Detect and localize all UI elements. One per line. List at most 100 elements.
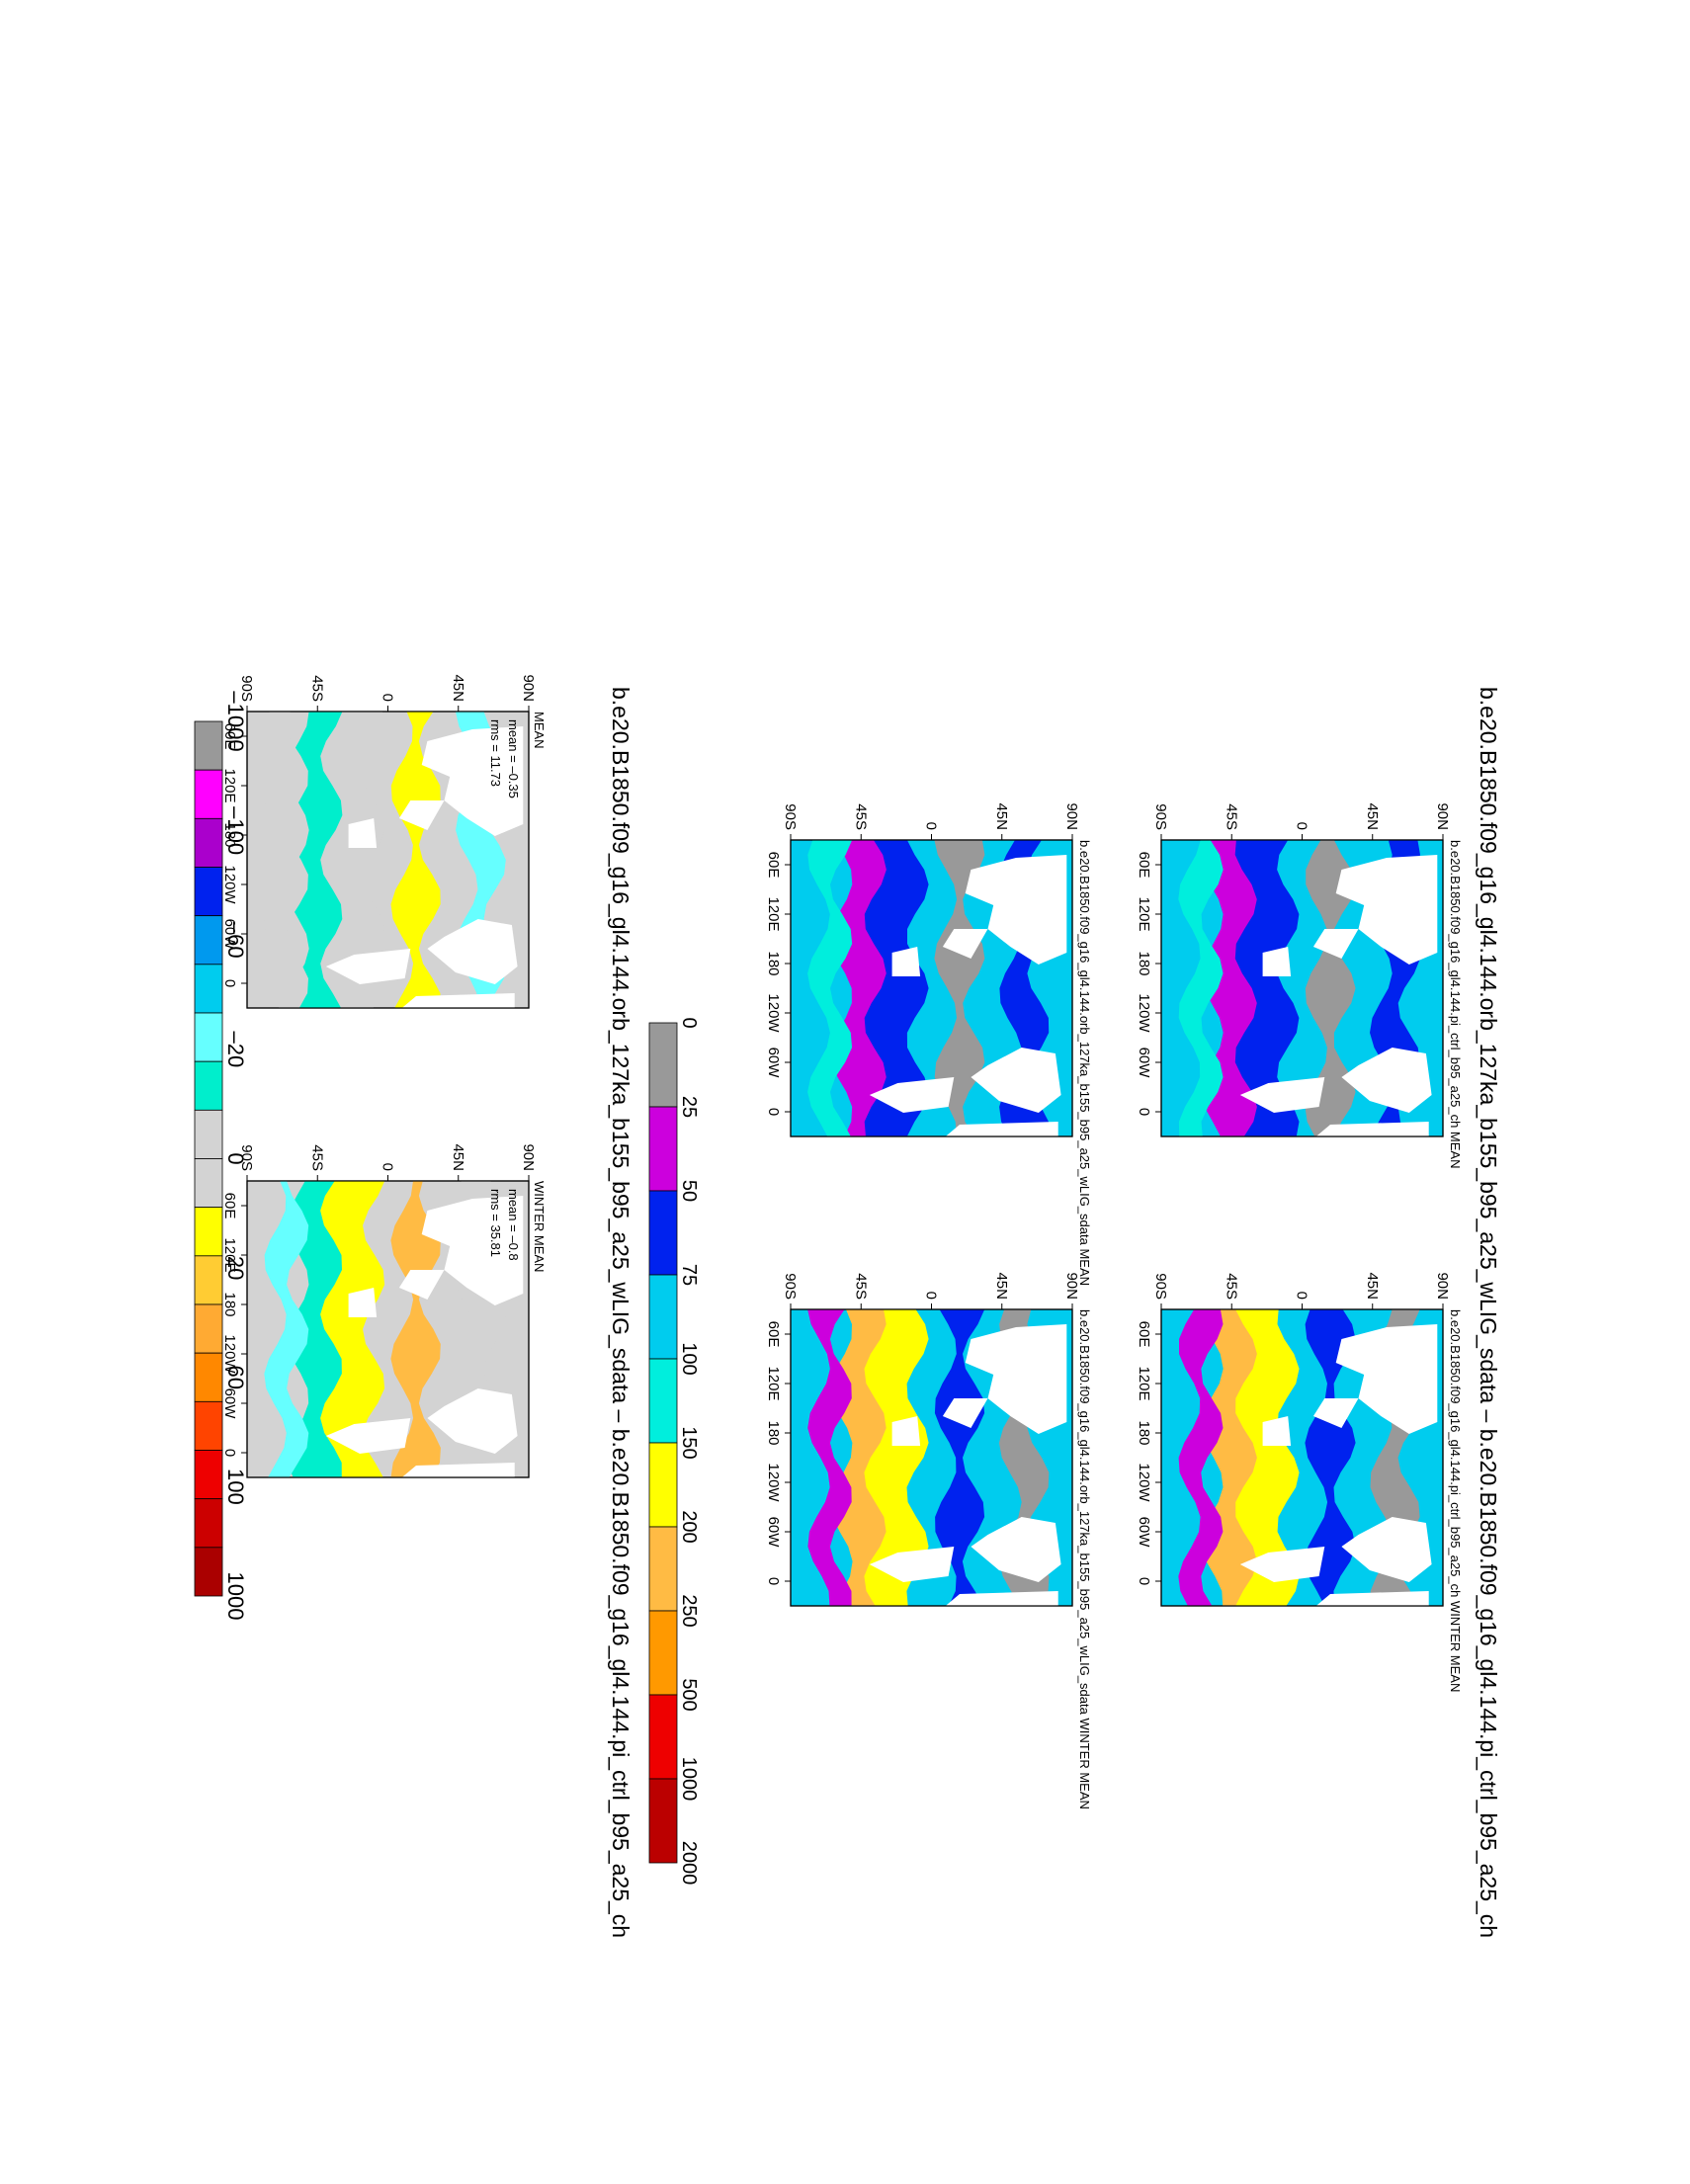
colorbar-label: 0 [223, 1152, 248, 1164]
map-ctrl-winter: 60E 120E 180 120W 60W 0 90N 45N 0 45S 90S [1136, 1272, 1451, 1607]
lon-tick-label: 0 [1136, 1577, 1152, 1585]
colorbar-swatch [194, 1158, 223, 1209]
colorbar-swatch [194, 1352, 223, 1402]
colorbar-label: –60 [223, 922, 248, 959]
colorbar-swatch [648, 1694, 678, 1780]
panel-ctrl-winter: b.e20.B1850.f09_g16_gl4.144.pi_ctrl_b95_… [1136, 1272, 1463, 1692]
lat-tick-label: 45S [852, 803, 869, 830]
lat-tick-label: 45S [852, 1273, 869, 1300]
lat-tick-label: 45N [993, 802, 1010, 830]
lon-tick-label: 60W [1136, 1517, 1152, 1549]
colorbar-swatch [648, 1022, 678, 1108]
lat-tick-label: 90N [520, 674, 537, 702]
lon-tick-label: 120W [765, 993, 782, 1033]
lat-tick-label: 45S [308, 1144, 325, 1171]
colorbar-label: 500 [678, 1678, 700, 1711]
colorbar-swatch [648, 1190, 678, 1276]
colorbar-label: –1000 [223, 691, 248, 751]
lon-tick-label: 60W [765, 1517, 782, 1549]
lon-tick-label: 180 [765, 951, 782, 975]
colorbar-swatch [194, 1060, 223, 1111]
lat-tick-label: 90S [1152, 803, 1169, 830]
colorbar-swatch [194, 1109, 223, 1159]
colorbar-label: 2000 [678, 1841, 700, 1886]
colorbar-swatch [648, 1274, 678, 1360]
lat-tick-label: 0 [923, 822, 940, 830]
panel-title: b.e20.B1850.f09_g16_gl4.144.orb_127ka_b1… [1077, 840, 1092, 1286]
colorbar-swatch [648, 1610, 678, 1696]
lon-tick-label: 60E [765, 852, 782, 879]
map-exp-winter: 60E 120E 180 120W 60W 0 90N 45N 0 45S 90S [765, 1272, 1080, 1607]
panel-diff-mean: MEAN 60E 120E 180 120W 60W 0 90N 45N 0 45S 90S mea… [221, 674, 547, 1009]
lon-tick-label: 60E [1136, 852, 1152, 879]
lat-tick-label: 90S [782, 1273, 799, 1300]
colorbar-swatch [194, 1012, 223, 1062]
colorbar-label: 150 [678, 1426, 700, 1459]
colorbar-swatch [648, 1526, 678, 1612]
lat-tick-label: 45N [450, 674, 466, 702]
lat-tick-label: 90S [1152, 1273, 1169, 1300]
lat-tick-label: 45S [1223, 1273, 1239, 1300]
lon-tick-label: 60E [765, 1321, 782, 1348]
lon-tick-label: 0 [221, 979, 238, 987]
lon-tick-label: 120W [221, 1334, 238, 1374]
colorbar-label: 100 [678, 1342, 700, 1375]
lon-tick-label: 180 [765, 1420, 782, 1445]
colorbar-swatch [194, 769, 223, 819]
lat-tick-label: 0 [380, 694, 396, 702]
lat-tick-label: 90N [1063, 1272, 1080, 1300]
lon-tick-label: 0 [1136, 1108, 1152, 1116]
lat-tick-label: 90N [1063, 802, 1080, 830]
colorbar-difference: –1000 –100 –60 –20 0 20 60 100 1000 [194, 691, 248, 1621]
colorbar-label: 75 [678, 1264, 700, 1286]
colorbar-swatch [648, 1358, 678, 1444]
lat-tick-label: 90N [1434, 802, 1451, 830]
map-ctrl-mean: 60E 120E 180 120W 60W 0 90N 45N 0 45S 90S [1136, 802, 1451, 1137]
colorbar-absolute: 0 25 50 75 100 150 200 250 500 1000 2000 [648, 1017, 700, 1886]
panel-diff-winter: WINTER MEAN 60E 120E 180 120W 60W 0 90N 45N 0 45S… [221, 1143, 547, 1478]
colorbar-swatch [194, 1498, 223, 1549]
lon-tick-label: 0 [765, 1577, 782, 1585]
colorbar-label: 20 [223, 1256, 248, 1280]
colorbar-swatch [194, 1450, 223, 1500]
lat-tick-label: 45N [1364, 802, 1381, 830]
lon-tick-label: 120W [765, 1463, 782, 1502]
colorbar-label: 250 [678, 1594, 700, 1627]
lat-tick-label: 0 [380, 1163, 396, 1171]
top-figure-title: b.e20.B1850.f09_g16_gl4.144.orb_127ka_b1… [1476, 687, 1501, 1938]
map-diff-mean: 60E 120E 180 120W 60W 0 90N 45N 0 45S 90S [221, 674, 537, 1009]
lat-tick-label: 45N [1364, 1272, 1381, 1300]
lat-tick-label: 90N [1434, 1272, 1451, 1300]
colorbar-swatch [648, 1442, 678, 1528]
lat-tick-label: 90S [782, 803, 799, 830]
colorbar-label: 0 [678, 1017, 700, 1028]
lon-tick-label: 60E [221, 1193, 238, 1219]
colorbar-swatch [194, 915, 223, 966]
rms-stat: rms = 35.81 [488, 1189, 503, 1257]
lon-tick-label: 60W [765, 1048, 782, 1079]
mean-stat: mean = –0.35 [506, 719, 521, 798]
lon-tick-label: 120E [1136, 1366, 1152, 1400]
rms-stat: rms = 11.73 [488, 719, 503, 787]
lon-tick-label: 120W [1136, 1463, 1152, 1502]
panel-title: MEAN [532, 712, 547, 749]
lat-tick-label: 0 [1294, 1292, 1310, 1300]
lon-tick-label: 60W [221, 919, 238, 951]
colorbar-label: 1000 [223, 1572, 248, 1621]
lon-tick-label: 180 [221, 822, 238, 847]
colorbar-swatch [648, 1106, 678, 1192]
panel-ctrl-mean: b.e20.B1850.f09_g16_gl4.144.pi_ctrl_b95_… [1136, 802, 1463, 1168]
colorbar-swatch [194, 964, 223, 1014]
map-diff-winter: 60E 120E 180 120W 60W 0 90N 45N 0 45S 90S [221, 1143, 537, 1478]
colorbar-label: 1000 [678, 1757, 700, 1802]
colorbar-label: 60 [223, 1366, 248, 1389]
lat-tick-label: 45S [1223, 803, 1239, 830]
lat-tick-label: 90S [238, 675, 255, 702]
lon-tick-label: 120E [221, 768, 238, 802]
lat-tick-label: 45N [993, 1272, 1010, 1300]
colorbar-swatch [194, 1303, 223, 1354]
lon-tick-label: 180 [221, 1292, 238, 1316]
colorbar-swatch [194, 817, 223, 868]
lon-tick-label: 60W [221, 1388, 238, 1420]
